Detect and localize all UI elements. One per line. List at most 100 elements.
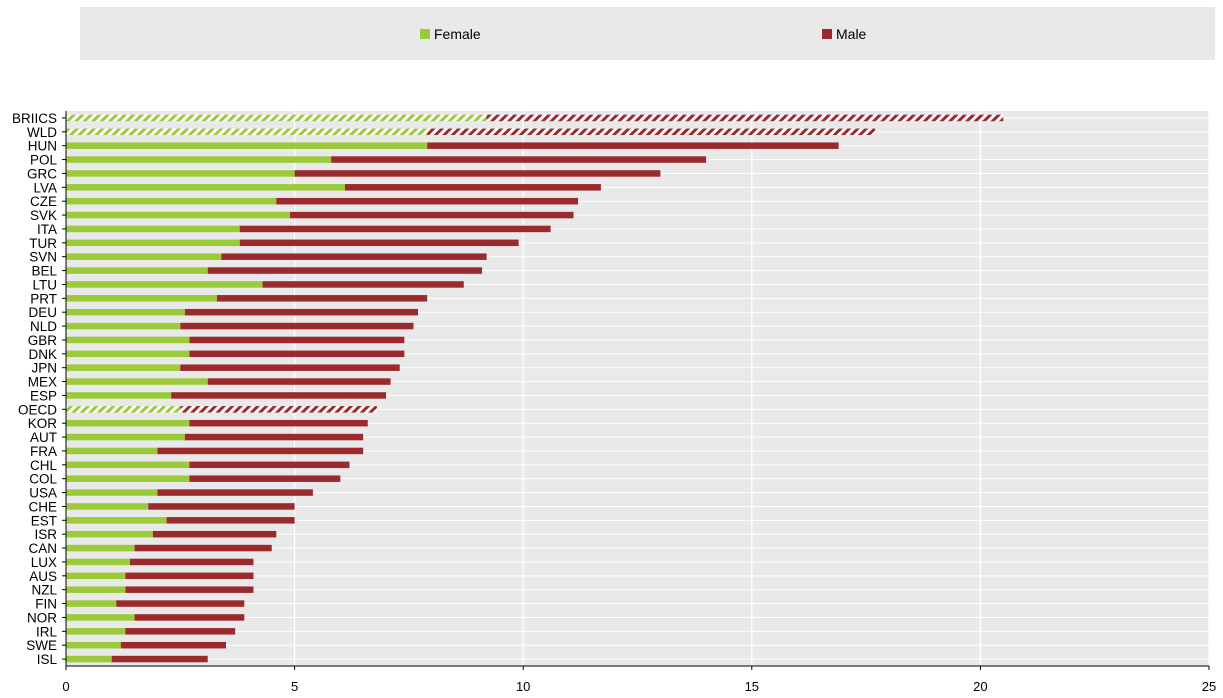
y-tick-label: TUR (29, 236, 57, 251)
bar-female-ltu (66, 281, 263, 288)
y-tick-label: NLD (30, 319, 57, 334)
y-tick-label: EST (31, 513, 57, 528)
bar-male-est (167, 517, 295, 524)
bar-female-hun (66, 142, 427, 149)
bar-male-isr (153, 531, 276, 538)
y-tick-label: POL (30, 153, 58, 168)
bar-female-briics (66, 115, 487, 122)
x-tick-label: 15 (745, 679, 759, 694)
bar-female-isl (66, 656, 112, 663)
bar-female-tur (66, 240, 240, 247)
y-tick-label: CHE (28, 499, 57, 514)
bar-female-fra (66, 448, 157, 455)
y-tick-label: SVN (29, 250, 57, 265)
bar-male-nor (135, 614, 245, 621)
bar-male-oecd (180, 406, 377, 413)
bar-male-irl (125, 628, 235, 635)
bar-male-jpn (180, 364, 399, 371)
y-tick-label: COL (29, 472, 57, 487)
bar-female-swe (66, 642, 121, 649)
x-tick-label: 10 (516, 679, 530, 694)
y-tick-label: HUN (28, 139, 57, 154)
bar-male-svn (221, 253, 486, 260)
bar-female-pol (66, 156, 331, 163)
bar-male-svk (290, 212, 573, 219)
y-tick-label: LVA (33, 180, 57, 195)
y-tick-label: SWE (26, 638, 57, 653)
x-tick-label: 25 (1202, 679, 1216, 694)
bar-male-briics (487, 115, 1004, 122)
bar-male-ltu (263, 281, 464, 288)
y-tick-label: ISR (34, 527, 57, 542)
bar-female-wld (66, 129, 427, 136)
bar-male-che (148, 503, 294, 510)
y-tick-label: CHL (30, 458, 57, 473)
y-tick-label: ITA (37, 222, 57, 237)
bar-female-mex (66, 378, 208, 385)
bar-male-fin (116, 600, 244, 607)
bar-female-est (66, 517, 167, 524)
bar-female-cze (66, 198, 276, 205)
bar-female-irl (66, 628, 125, 635)
bar-female-prt (66, 295, 217, 302)
plot-area (66, 111, 1209, 666)
bar-female-gbr (66, 337, 189, 344)
y-tick-label: SVK (30, 208, 57, 223)
bar-male-esp (171, 392, 386, 399)
y-tick-label: IRL (36, 624, 58, 639)
y-tick-label: ISL (37, 652, 58, 667)
bar-female-usa (66, 489, 157, 496)
y-tick-label: LTU (32, 277, 57, 292)
bar-male-lva (345, 184, 601, 191)
x-tick-label: 0 (62, 679, 69, 694)
y-tick-label: CZE (30, 194, 57, 209)
y-tick-label: FIN (35, 597, 57, 612)
bar-female-svk (66, 212, 290, 219)
bar-female-dnk (66, 351, 189, 358)
y-tick-label: CAN (28, 541, 57, 556)
y-tick-label: BEL (31, 264, 57, 279)
bar-male-swe (121, 642, 226, 649)
y-tick-label: USA (29, 486, 57, 501)
bar-male-col (189, 475, 340, 482)
bar-male-grc (295, 170, 661, 177)
bar-female-lva (66, 184, 345, 191)
bar-female-che (66, 503, 148, 510)
y-tick-label: BRIICS (12, 111, 57, 126)
y-tick-label: GRC (27, 166, 57, 181)
bar-female-deu (66, 309, 185, 316)
bar-male-wld (427, 129, 875, 136)
bar-female-nzl (66, 586, 125, 593)
bar-female-oecd (66, 406, 180, 413)
bar-female-fin (66, 600, 116, 607)
bar-female-aus (66, 573, 125, 580)
bar-female-grc (66, 170, 295, 177)
bar-female-col (66, 475, 189, 482)
bar-female-bel (66, 267, 208, 274)
bar-male-usa (157, 489, 312, 496)
y-tick-label: NOR (27, 610, 57, 625)
bar-male-fra (157, 448, 363, 455)
bar-female-lux (66, 559, 130, 566)
bar-female-chl (66, 462, 189, 469)
y-tick-label: PRT (30, 291, 57, 306)
y-tick-label: JPN (31, 361, 57, 376)
bar-male-nzl (125, 586, 253, 593)
bar-female-jpn (66, 364, 180, 371)
bar-male-ita (240, 226, 551, 233)
y-tick-label: DNK (28, 347, 57, 362)
bar-male-prt (217, 295, 427, 302)
bar-female-ita (66, 226, 240, 233)
bar-male-kor (189, 420, 367, 427)
y-tick-label: MEX (28, 375, 57, 390)
bar-male-bel (208, 267, 482, 274)
y-tick-label: OECD (18, 402, 57, 417)
y-tick-label: WLD (27, 125, 57, 140)
bar-female-isr (66, 531, 153, 538)
bar-male-pol (331, 156, 706, 163)
bar-male-aus (125, 573, 253, 580)
bar-male-aut (185, 434, 363, 441)
x-tick-label: 20 (973, 679, 987, 694)
bar-female-nor (66, 614, 135, 621)
